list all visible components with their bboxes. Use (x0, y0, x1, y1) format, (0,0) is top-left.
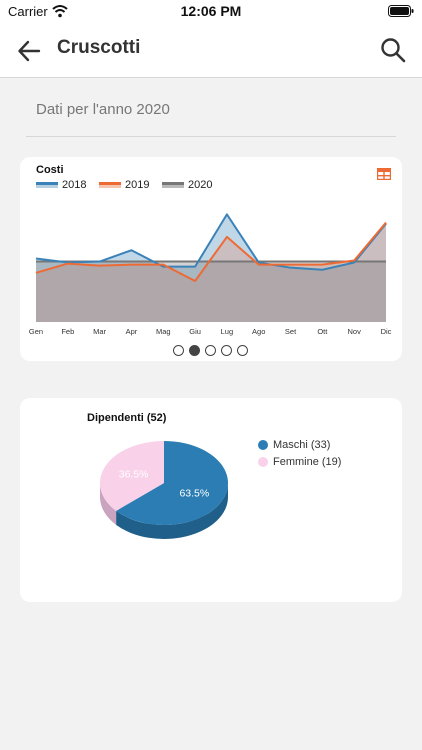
chart-pager (173, 345, 248, 356)
wifi-icon (52, 5, 68, 18)
costi-area-chart: Gen Feb Mar Apr Mag Giu Lug Ago Set Ott Nov Dic (29, 213, 392, 336)
x-tick-label: Gen (29, 327, 43, 336)
chart-title: Costi (36, 164, 64, 176)
pie-slice-1[interactable] (100, 441, 164, 511)
legend-swatch-2018 (36, 182, 58, 188)
x-tick-label: Feb (61, 327, 74, 336)
year-label: Dati per l'anno 2020 (36, 101, 170, 118)
x-tick-label: Set (285, 327, 297, 336)
search-icon (381, 38, 406, 63)
legend-item-2019[interactable]: 2019 (99, 179, 149, 191)
dipendenti-chart-card[interactable]: Dipendenti (52) 63.5% 36.5% Maschi (33) F… (20, 398, 402, 602)
dipendenti-pie-chart: 63.5% 36.5% (100, 441, 228, 539)
search-button[interactable] (378, 35, 408, 65)
pager-dot[interactable] (237, 345, 248, 356)
legend-item-2020[interactable]: 2020 (162, 179, 212, 191)
legend-item-2018[interactable]: 2018 (36, 179, 86, 191)
status-bar: Carrier 12:06 PM (0, 0, 422, 24)
x-tick-label: Mag (156, 327, 171, 336)
x-tick-label: Lug (221, 327, 234, 336)
legend-label-2019: 2019 (125, 179, 150, 191)
pie-legend-dot-maschi (258, 439, 268, 450)
pie-percent-label: 36.5% (119, 469, 149, 481)
x-tick-label: Nov (348, 327, 362, 336)
series-line-2019 (35, 221, 387, 282)
divider (26, 136, 396, 137)
pie-legend-label-maschi: Maschi (33) (273, 438, 331, 451)
pie-legend-item-maschi[interactable]: Maschi (33) (258, 436, 341, 453)
pie-side-1 (100, 483, 117, 525)
battery-icon (388, 5, 414, 17)
x-tick-label: Giu (189, 327, 201, 336)
x-tick-label: Dic (381, 327, 392, 336)
pie-legend-label-femmine: Femmine (19) (273, 455, 342, 468)
pie-legend: Maschi (33) Femmine (19) (258, 436, 341, 470)
pager-dot[interactable] (173, 345, 184, 356)
pager-dot[interactable] (221, 345, 232, 356)
area-fill-2019 (36, 222, 386, 322)
pie-slice-0[interactable] (116, 441, 228, 525)
legend-swatch-2019 (99, 182, 121, 188)
pager-dot[interactable] (189, 345, 200, 356)
status-time: 12:06 PM (180, 3, 242, 19)
navigation-bar: Cruscotti (0, 24, 422, 78)
costi-chart-card[interactable]: Costi 2018 2019 2020 Gen Feb Mar Apr Mag Giu L… (20, 157, 402, 361)
legend-label-2018: 2018 (62, 179, 87, 191)
pie-side-0 (116, 483, 228, 539)
pie-legend-item-femmine[interactable]: Femmine (19) (258, 453, 341, 470)
arrow-left-icon (18, 40, 41, 62)
series-line-2018 (35, 213, 387, 271)
pie-title: Dipendenti (52) (87, 412, 167, 424)
area-fill-2020 (36, 261, 386, 322)
back-button[interactable] (14, 36, 44, 66)
table-view-icon[interactable] (377, 168, 391, 180)
x-tick-label: Apr (126, 327, 138, 336)
area-fill-2018 (36, 214, 386, 322)
legend-label-2020: 2020 (188, 179, 213, 191)
pie-legend-dot-femmine (258, 456, 268, 467)
pager-dot[interactable] (205, 345, 216, 356)
x-tick-label: Ago (252, 327, 265, 336)
legend-swatch-2020 (162, 182, 184, 188)
page-title: Cruscotti (57, 37, 141, 58)
carrier-label: Carrier (8, 4, 48, 19)
pie-percent-label: 63.5% (179, 487, 209, 499)
x-tick-label: Mar (93, 327, 106, 336)
x-tick-label: Ott (317, 327, 328, 336)
